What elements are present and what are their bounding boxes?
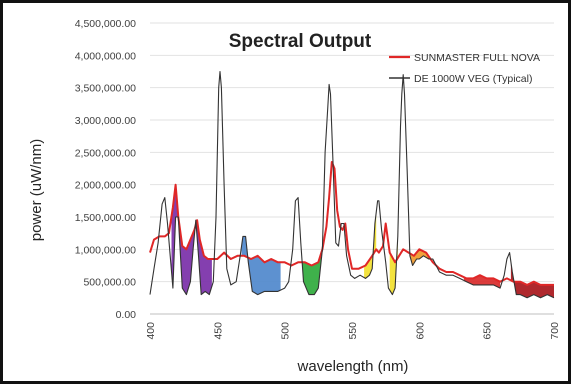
y-tick-label: 1,000,000.00 bbox=[75, 244, 136, 256]
x-tick-label: 400 bbox=[145, 322, 157, 340]
fill-yellow-2 bbox=[389, 236, 398, 295]
chart-title: Spectral Output bbox=[229, 31, 372, 52]
y-tick-label: 500,000.00 bbox=[83, 277, 136, 289]
x-tick-label: 500 bbox=[280, 322, 292, 340]
y-tick-label: 2,500,000.00 bbox=[75, 147, 136, 159]
y-axis-title: power (uW/nm) bbox=[28, 139, 45, 242]
y-tick-label: 3,000,000.00 bbox=[75, 115, 136, 127]
legend: SUNMASTER FULL NOVA DE 1000W VEG (Typica… bbox=[389, 52, 540, 85]
x-axis-title: wavelength (nm) bbox=[297, 358, 409, 375]
series-lines bbox=[149, 70, 555, 299]
legend-label-sunmaster: SUNMASTER FULL NOVA bbox=[414, 52, 540, 64]
y-tick-label: 3,500,000.00 bbox=[75, 83, 136, 95]
y-tick-label: 0.00 bbox=[116, 309, 137, 321]
x-tick-label: 650 bbox=[482, 322, 494, 340]
x-tick-label: 450 bbox=[212, 322, 224, 340]
y-tick-label: 2,000,000.00 bbox=[75, 180, 136, 192]
series-line-sunmaster bbox=[149, 161, 554, 286]
fill-yellow bbox=[364, 212, 377, 279]
fill-deep-red bbox=[510, 262, 554, 298]
x-tick-label: 550 bbox=[347, 322, 359, 340]
x-tick-label: 600 bbox=[414, 322, 426, 340]
tick-labels: 0.00 500,000.00 1,000,000.00 1,500,000.00 2,… bbox=[75, 18, 561, 340]
x-tick-label: 700 bbox=[549, 322, 561, 340]
fill-blue bbox=[241, 236, 281, 295]
series-line-de1000w bbox=[149, 70, 555, 299]
y-tick-label: 4,000,000.00 bbox=[75, 50, 136, 62]
y-tick-label: 1,500,000.00 bbox=[75, 212, 136, 224]
gridlines bbox=[150, 22, 554, 315]
y-tick-label: 4,500,000.00 bbox=[75, 18, 136, 30]
legend-label-de1000w: DE 1000W VEG (Typical) bbox=[414, 73, 532, 85]
